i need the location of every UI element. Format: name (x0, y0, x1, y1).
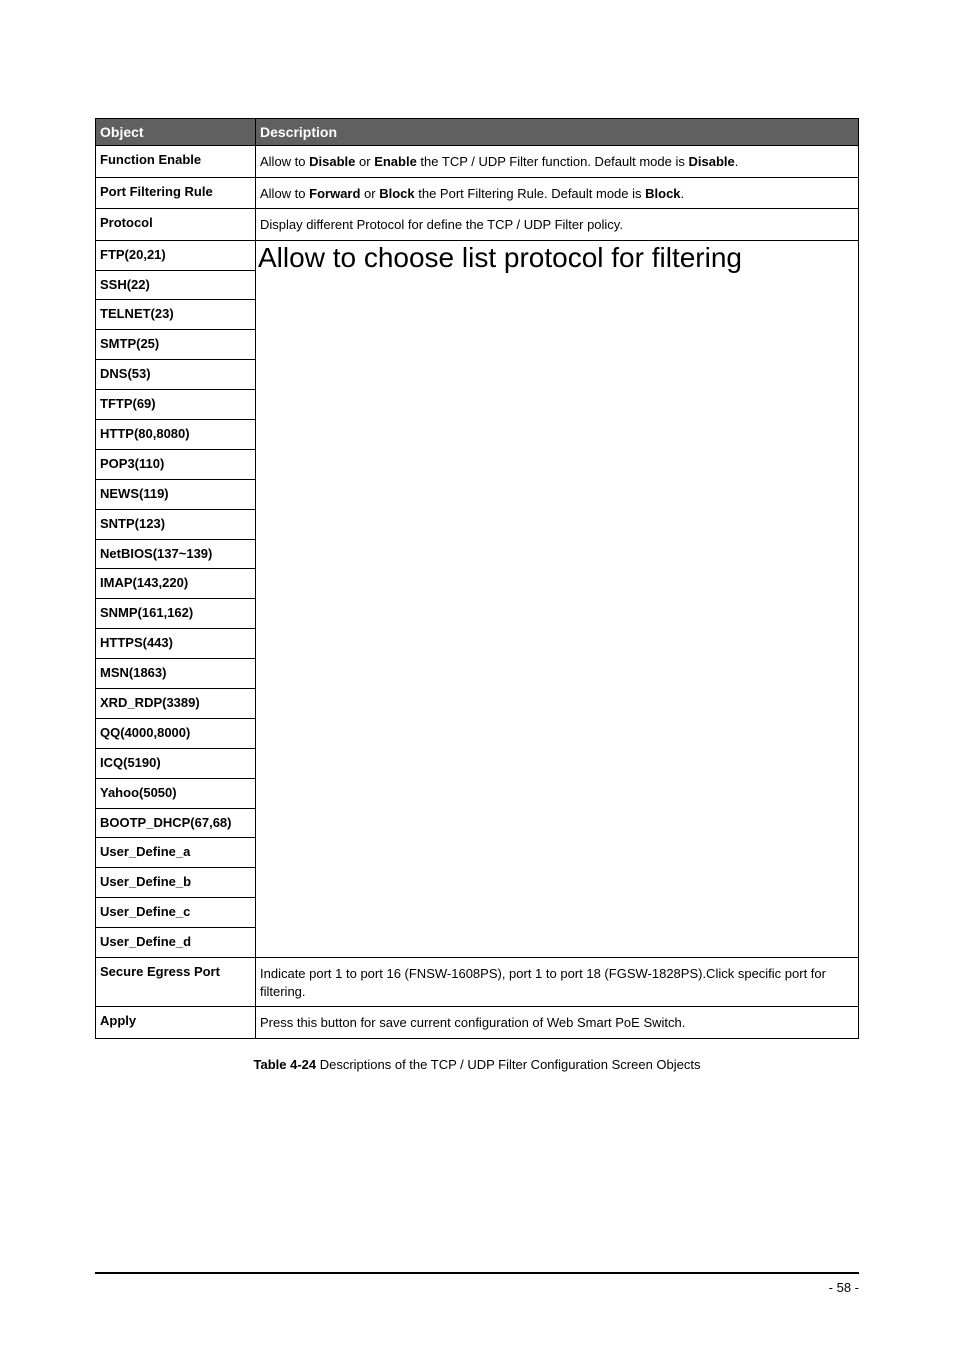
header-description: Description (256, 119, 859, 146)
table-row: Apply Press this button for save current… (96, 1007, 859, 1039)
object-cell: FTP(20,21) (96, 240, 256, 270)
object-cell: User_Define_a (96, 838, 256, 868)
description-cell: Allow to Forward or Block the Port Filte… (256, 177, 859, 209)
table-caption: Table 4-24 Descriptions of the TCP / UDP… (95, 1057, 859, 1072)
text: the TCP / UDP Filter function. Default m… (417, 154, 689, 169)
caption-label: Table 4-24 (253, 1057, 316, 1072)
object-cell: Yahoo(5050) (96, 778, 256, 808)
text: . (681, 186, 685, 201)
description-cell: Indicate port 1 to port 16 (FNSW-1608PS)… (256, 958, 859, 1007)
bold-text: Disable (689, 154, 735, 169)
text: Allow to (260, 154, 309, 169)
table-row: Port Filtering Rule Allow to Forward or … (96, 177, 859, 209)
description-cell: Press this button for save current confi… (256, 1007, 859, 1039)
description-cell: Allow to Disable or Enable the TCP / UDP… (256, 146, 859, 178)
object-cell: DNS(53) (96, 360, 256, 390)
text: or (355, 154, 374, 169)
text: . (735, 154, 739, 169)
object-cell: ICQ(5190) (96, 748, 256, 778)
object-cell: SNMP(161,162) (96, 599, 256, 629)
object-cell: MSN(1863) (96, 659, 256, 689)
object-cell: User_Define_c (96, 898, 256, 928)
table-row: FTP(20,21) Allow to choose list protocol… (96, 240, 859, 270)
object-cell: TELNET(23) (96, 300, 256, 330)
object-cell: SMTP(25) (96, 330, 256, 360)
bold-text: Enable (374, 154, 417, 169)
text: Allow to (260, 186, 309, 201)
footer-divider (95, 1272, 859, 1274)
object-cell: Port Filtering Rule (96, 177, 256, 209)
bold-text: Disable (309, 154, 355, 169)
page-footer: - 58 - (95, 1272, 859, 1295)
table-row: Secure Egress Port Indicate port 1 to po… (96, 958, 859, 1007)
header-object: Object (96, 119, 256, 146)
object-cell: IMAP(143,220) (96, 569, 256, 599)
bold-text: Block (645, 186, 680, 201)
protocols-description-cell: Allow to choose list protocol for filter… (256, 240, 859, 957)
object-cell: SNTP(123) (96, 509, 256, 539)
object-cell: QQ(4000,8000) (96, 718, 256, 748)
object-cell: User_Define_b (96, 868, 256, 898)
object-cell: Apply (96, 1007, 256, 1039)
page-number: - 58 - (95, 1280, 859, 1295)
table-header-row: Object Description (96, 119, 859, 146)
object-cell: XRD_RDP(3389) (96, 689, 256, 719)
text: or (360, 186, 379, 201)
table-row: Protocol Display different Protocol for … (96, 209, 859, 241)
page-content: Object Description Function Enable Allow… (0, 0, 954, 1072)
object-cell: NEWS(119) (96, 479, 256, 509)
object-cell: HTTP(80,8080) (96, 419, 256, 449)
text: the Port Filtering Rule. Default mode is (415, 186, 646, 201)
bold-text: Block (379, 186, 414, 201)
caption-text: Descriptions of the TCP / UDP Filter Con… (316, 1057, 700, 1072)
object-cell: SSH(22) (96, 270, 256, 300)
config-table: Object Description Function Enable Allow… (95, 118, 859, 1039)
object-cell: TFTP(69) (96, 390, 256, 420)
object-cell: HTTPS(443) (96, 629, 256, 659)
table-row: Function Enable Allow to Disable or Enab… (96, 146, 859, 178)
object-cell: POP3(110) (96, 449, 256, 479)
object-cell: Function Enable (96, 146, 256, 178)
object-cell: Secure Egress Port (96, 958, 256, 1007)
object-cell: Protocol (96, 209, 256, 241)
object-cell: NetBIOS(137~139) (96, 539, 256, 569)
bold-text: Forward (309, 186, 360, 201)
object-cell: User_Define_d (96, 928, 256, 958)
description-cell: Display different Protocol for define th… (256, 209, 859, 241)
object-cell: BOOTP_DHCP(67,68) (96, 808, 256, 838)
